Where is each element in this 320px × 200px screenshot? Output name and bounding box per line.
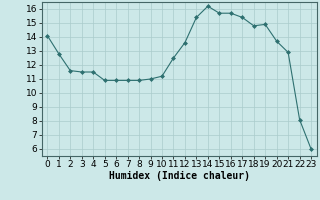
X-axis label: Humidex (Indice chaleur): Humidex (Indice chaleur) [109,171,250,181]
